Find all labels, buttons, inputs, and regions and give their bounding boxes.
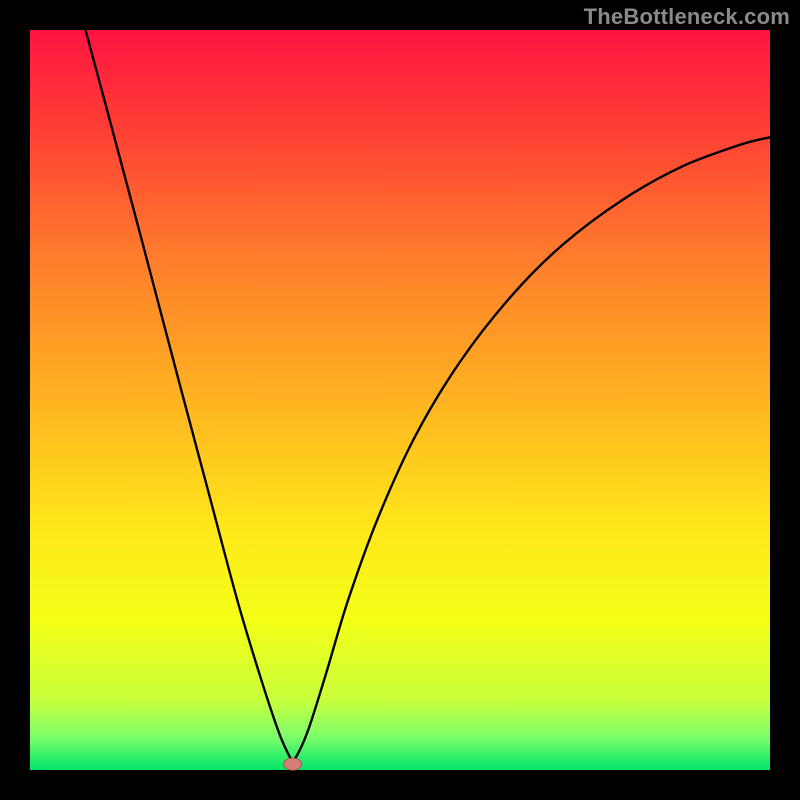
plot-background-gradient [30, 30, 770, 770]
chart-stage: TheBottleneck.com [0, 0, 800, 800]
minimum-marker [284, 758, 302, 770]
bottleneck-curve-chart [0, 0, 800, 800]
